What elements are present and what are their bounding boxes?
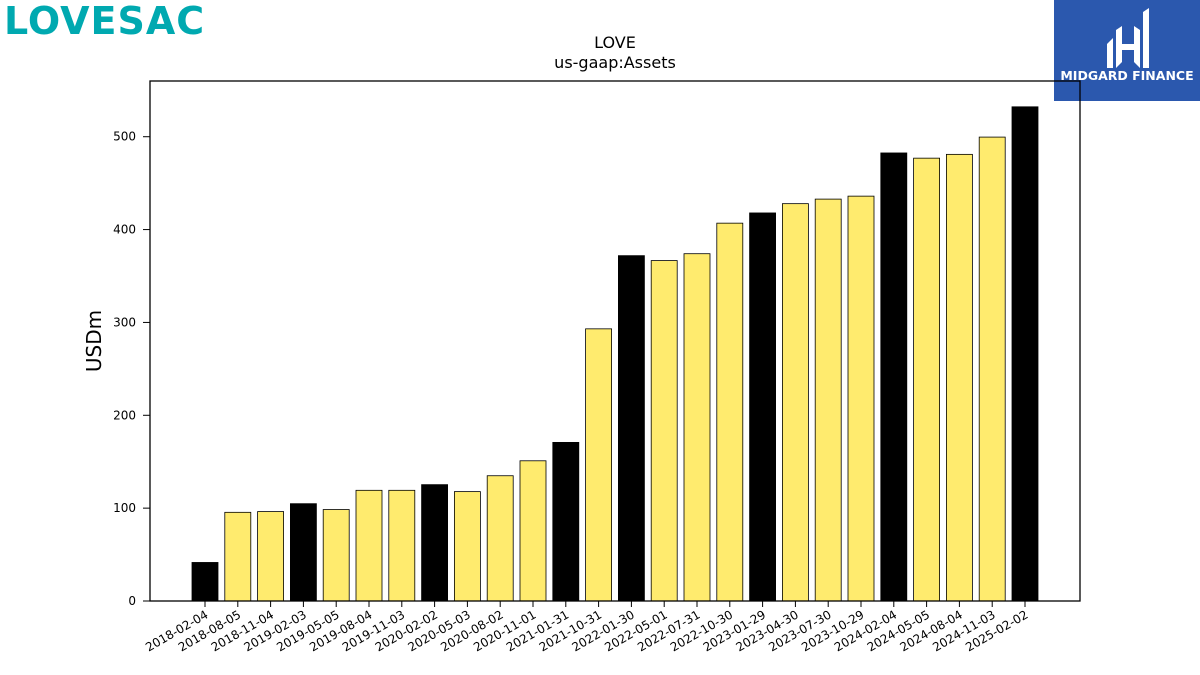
bar-2023-10-29 [847, 195, 875, 602]
publisher-logo-label: MIDGARD FINANCE [1060, 68, 1194, 83]
y-axis-label: USDm [82, 310, 106, 372]
y-tick-label: 500 [113, 130, 136, 144]
y-tick-label: 200 [113, 408, 136, 422]
midgard-finance-logo: MIDGARD FINANCE [1054, 0, 1200, 101]
plot-area-frame [149, 80, 1081, 602]
bar-2020-11-01 [519, 460, 547, 602]
bar-2024-08-04 [946, 153, 973, 602]
bar-2025-02-02 [1011, 106, 1039, 602]
bar-2020-08-02 [486, 475, 514, 602]
chart-title: LOVE [594, 33, 636, 52]
chart-subtitle: us-gaap:Assets [554, 53, 676, 72]
bar-2019-11-03 [388, 489, 416, 602]
bar-2019-05-05 [322, 509, 350, 602]
bar-2023-04-30 [782, 203, 809, 602]
bar-2024-05-05 [913, 157, 940, 602]
bar-2022-10-30 [716, 222, 744, 602]
bar-2024-02-04 [880, 152, 908, 602]
bar-2020-05-03 [453, 491, 481, 602]
bar-2024-11-03 [978, 136, 1006, 602]
bar-2020-02-02 [421, 484, 449, 602]
x-axis-ticks: 2018-02-042018-08-052018-11-042019-02-03… [143, 601, 1031, 654]
bar-2021-10-31 [585, 328, 612, 602]
bar-2023-01-29 [749, 212, 776, 602]
bar-2019-02-03 [289, 503, 317, 602]
bar-2018-11-04 [257, 511, 285, 602]
bar-2018-02-04 [191, 562, 219, 602]
bar-2023-07-30 [814, 198, 842, 602]
y-tick-label: 400 [113, 223, 136, 237]
bar-2018-08-05 [224, 511, 252, 602]
bar-2019-08-04 [355, 489, 383, 602]
y-tick-label: 300 [113, 315, 136, 329]
y-axis-ticks: 0 100 200 300 400 500 [113, 130, 150, 608]
bar-2022-07-31 [683, 253, 711, 602]
bars-layer [191, 106, 1039, 602]
bar-2021-01-31 [552, 441, 580, 602]
y-tick-label: 0 [128, 594, 136, 608]
midgard-logo-mark-icon [1054, 0, 1200, 101]
bar-2022-01-30 [618, 255, 645, 602]
y-tick-label: 100 [113, 501, 136, 515]
lovesac-logo: LOVESAC [4, 0, 206, 43]
bar-2022-05-01 [650, 260, 678, 602]
